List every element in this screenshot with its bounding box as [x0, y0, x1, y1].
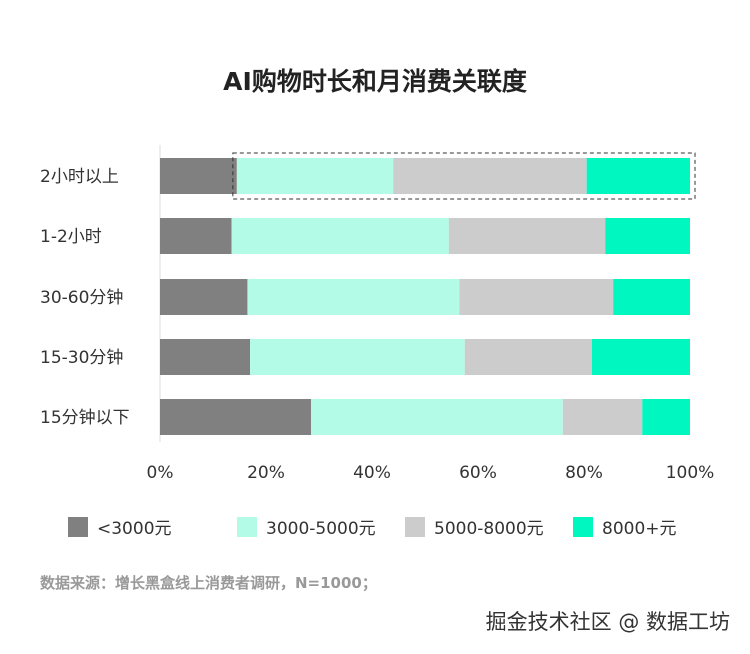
- bar-segment: [250, 339, 465, 375]
- bar-segment: [160, 158, 237, 194]
- legend-swatch: [237, 517, 257, 537]
- bar-segment: [247, 279, 460, 315]
- x-tick-label: 80%: [565, 463, 603, 483]
- bar-segment: [236, 158, 394, 194]
- x-tick-label: 20%: [247, 463, 285, 483]
- legend-label: 5000-8000元: [434, 519, 544, 539]
- bar-segment: [605, 218, 690, 254]
- bar-segment: [642, 399, 690, 435]
- bar-segment: [160, 339, 251, 375]
- bar-segment: [160, 399, 312, 435]
- bar-segment: [393, 158, 587, 194]
- bar-segment: [613, 279, 690, 315]
- highlight-box: [232, 152, 696, 200]
- category-label: 1-2小时: [40, 227, 102, 247]
- legend-swatch: [68, 517, 88, 537]
- x-tick-label: 40%: [353, 463, 391, 483]
- x-tick-label: 60%: [459, 463, 497, 483]
- bar-segment: [464, 339, 592, 375]
- legend-swatch: [573, 517, 593, 537]
- bar-segment: [448, 218, 606, 254]
- chart-title: AI购物时长和月消费关联度: [223, 67, 527, 96]
- bar-segment: [591, 339, 690, 375]
- category-label: 2小时以上: [40, 167, 119, 187]
- bar-segment: [160, 279, 248, 315]
- legend-label: 3000-5000元: [266, 519, 376, 539]
- watermark: 掘金技术社区 @ 数据工坊: [485, 610, 730, 634]
- category-label: 15分钟以下: [40, 408, 130, 428]
- bar-segment: [311, 399, 563, 435]
- bar-segment: [160, 218, 232, 254]
- legend-label: 8000+元: [602, 519, 677, 539]
- legend-swatch: [405, 517, 425, 537]
- bar-segment: [586, 158, 690, 194]
- bar-segment: [231, 218, 449, 254]
- x-tick-label: 0%: [147, 463, 174, 483]
- bar-segment: [459, 279, 614, 315]
- legend-label: <3000元: [97, 519, 172, 539]
- category-label: 15-30分钟: [40, 348, 123, 368]
- category-label: 30-60分钟: [40, 288, 123, 308]
- x-tick-label: 100%: [666, 463, 715, 483]
- source-note: 数据来源：增长黑盒线上消费者调研，N=1000；: [40, 574, 377, 592]
- bar-segment: [562, 399, 643, 435]
